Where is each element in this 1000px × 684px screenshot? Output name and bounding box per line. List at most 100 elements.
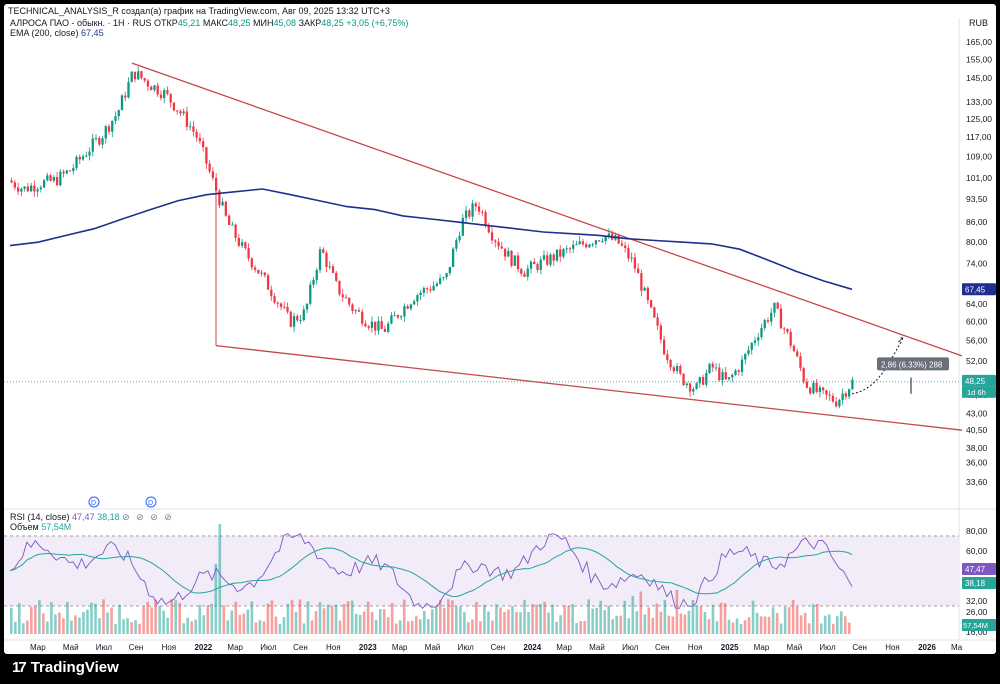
price-tick: 64,00 (966, 299, 988, 309)
candle-body (451, 248, 455, 267)
candle-body (750, 342, 753, 351)
candle-body (49, 175, 52, 181)
volume-bar (847, 622, 851, 634)
price-tick: 60,00 (966, 317, 988, 327)
candle-body (458, 235, 461, 241)
candle-body (490, 232, 494, 241)
ema-legend[interactable]: EMA (200, close) 67,45 (10, 28, 104, 38)
candle-body (633, 257, 637, 269)
candle-body (770, 312, 773, 322)
volume-bar (34, 605, 37, 634)
candle-body (179, 111, 182, 114)
volume-bar (242, 613, 246, 634)
candle-body (153, 85, 156, 91)
volume-bar (226, 620, 230, 634)
volume-bar (374, 619, 378, 634)
volume-bar (599, 600, 602, 634)
volume-bar (843, 616, 847, 634)
volume-bar (743, 620, 747, 634)
candle-body (192, 126, 195, 132)
volume-bar (439, 599, 442, 634)
volume-bar (398, 620, 402, 634)
volume-bar (342, 604, 346, 634)
volume-bar (262, 621, 266, 634)
volume-bar (162, 610, 165, 634)
low-value: 45,08 (273, 18, 297, 28)
volume-bar (106, 612, 109, 634)
indicator-controls-icon[interactable]: ⊘ ⊘ ⊘ ⊘ (122, 512, 174, 522)
time-tick: Сен (655, 643, 670, 652)
candle-body (578, 241, 581, 245)
volume-bar (499, 607, 502, 634)
chart-svg[interactable]: 165,00 155,00 145,00 133,00 125,00 117,00 109,… (4, 4, 996, 654)
candle-body (33, 185, 36, 192)
candle-body (296, 316, 299, 321)
volume-bar (699, 606, 703, 634)
candle-body (367, 326, 370, 328)
candle-body (568, 248, 572, 250)
price-tick: 52,00 (966, 356, 988, 366)
projection-arrow (851, 340, 903, 395)
volume-bar (282, 617, 286, 634)
volume-bar (623, 600, 627, 634)
volume-bar (206, 605, 210, 634)
volume-bar (643, 614, 647, 634)
candle-body (744, 353, 747, 360)
candle-body (818, 387, 822, 392)
candle-body (708, 363, 711, 374)
candle-body (331, 266, 335, 273)
volume-bar (202, 615, 206, 634)
candle-body (685, 383, 688, 386)
volume-bar (539, 604, 542, 634)
chart-area[interactable]: TECHNICAL_ANALYSIS_R создал(а) график на… (4, 4, 996, 654)
candle-body (143, 78, 146, 81)
candle-body (221, 201, 224, 206)
volume-bar (647, 607, 651, 634)
volume-bar (831, 623, 835, 634)
volume-bar (683, 614, 687, 634)
volume-bar (310, 620, 314, 634)
candle-body (468, 210, 471, 217)
candle-body (237, 237, 240, 246)
ema-label: EMA (200, close) (10, 28, 79, 38)
candle-body (675, 366, 679, 372)
volume-bar (487, 611, 490, 634)
candle-body (429, 289, 432, 291)
tradingview-logo-icon: 17 (12, 659, 27, 676)
time-tick: Сен (491, 643, 506, 652)
candle-body (601, 241, 604, 243)
candle-body (247, 248, 250, 259)
volume-bar (386, 617, 390, 634)
volume-bar (791, 600, 795, 634)
volume-bar (346, 601, 350, 634)
rsi-legend[interactable]: RSI (14, close) 47,47 38,18 ⊘ ⊘ ⊘ ⊘ (10, 512, 174, 523)
volume-bar (54, 614, 57, 634)
volume-bar (543, 601, 546, 634)
volume-bar (90, 602, 93, 634)
volume-bar (230, 610, 234, 634)
volume-legend[interactable]: Объем 57,54M (10, 522, 71, 532)
volume-bar (667, 615, 671, 634)
candle-body (448, 266, 451, 274)
volume-bar (50, 602, 53, 634)
candle-body (111, 120, 114, 132)
candle-body (692, 388, 695, 392)
candle-body (39, 187, 42, 190)
candle-body (390, 315, 393, 324)
candle-body (455, 240, 458, 249)
tradingview-logo[interactable]: 17 TradingView (12, 659, 119, 676)
candle-body (533, 261, 536, 265)
footer-bar (0, 654, 1000, 684)
candle-body (802, 368, 805, 382)
candle-body (581, 241, 585, 245)
candle-body (484, 212, 487, 226)
volume-bar (583, 621, 586, 634)
candle-body (620, 243, 624, 246)
candle-body (78, 156, 81, 160)
price-tick: 109,00 (966, 152, 992, 162)
volume-bar (671, 616, 675, 634)
volume-bar (170, 599, 173, 634)
volume-bar (62, 618, 65, 634)
candle-body (393, 315, 396, 317)
candle-body (406, 306, 409, 309)
